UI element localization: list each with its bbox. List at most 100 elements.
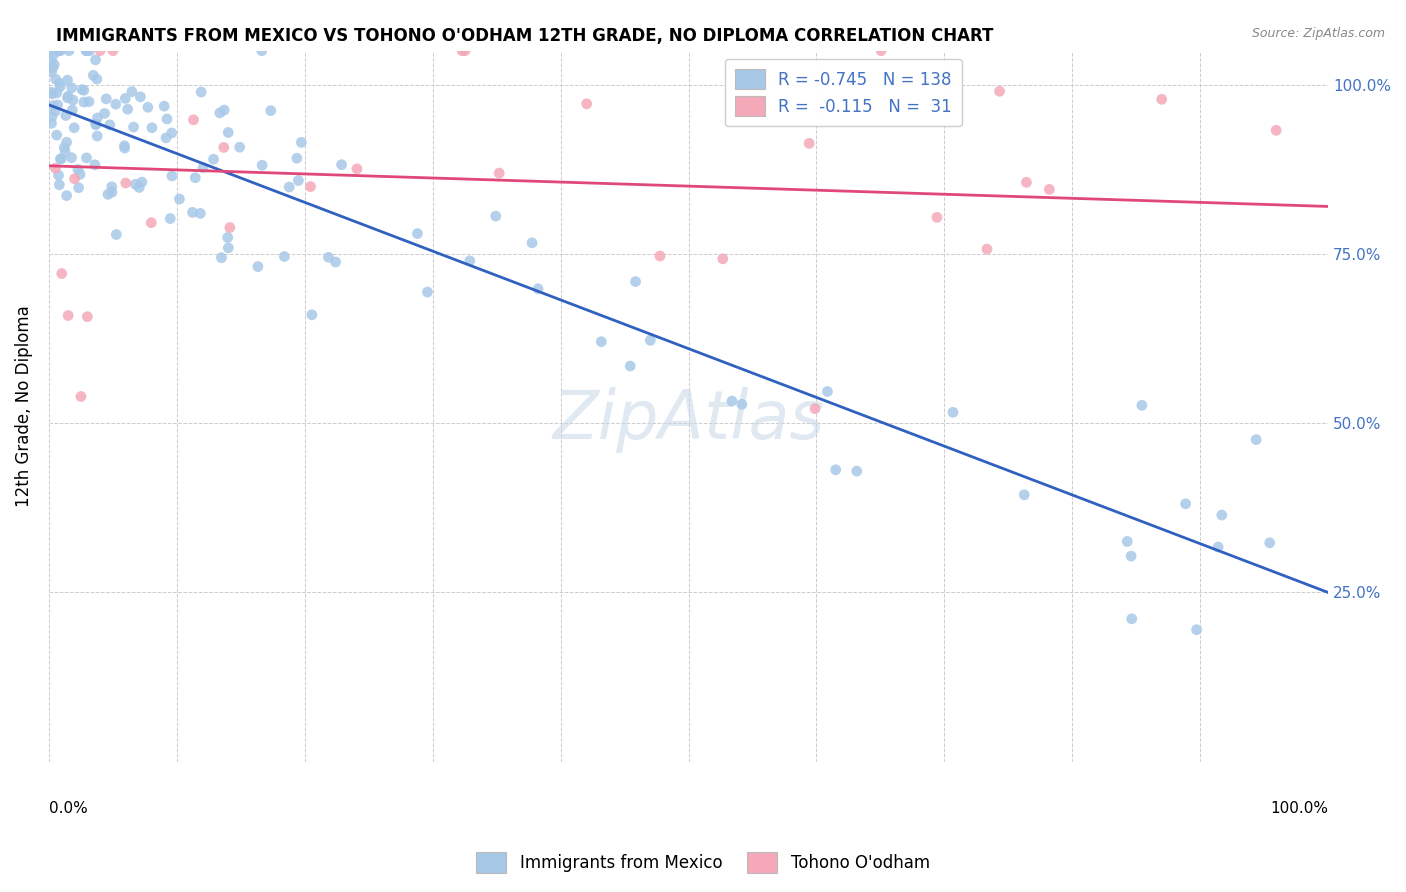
Point xyxy=(46,44,69,58)
Point xyxy=(114,141,136,155)
Point xyxy=(86,111,108,125)
Text: 100.0%: 100.0% xyxy=(1270,801,1329,816)
Point xyxy=(104,97,127,112)
Point xyxy=(82,68,104,82)
Point xyxy=(287,173,309,187)
Point xyxy=(128,180,150,194)
Point xyxy=(1206,540,1229,554)
Point xyxy=(260,103,283,118)
Point xyxy=(56,309,79,323)
Point xyxy=(45,72,67,87)
Point xyxy=(60,103,83,117)
Point xyxy=(124,178,146,192)
Point xyxy=(67,180,90,194)
Point xyxy=(1119,549,1142,563)
Point xyxy=(114,138,136,153)
Point xyxy=(62,93,84,107)
Point xyxy=(70,82,93,96)
Point xyxy=(41,85,63,99)
Point xyxy=(49,44,72,58)
Point xyxy=(101,185,124,199)
Point xyxy=(76,151,98,165)
Point xyxy=(41,65,63,79)
Point xyxy=(73,83,96,97)
Point xyxy=(624,275,647,289)
Point xyxy=(136,100,159,114)
Point xyxy=(458,253,481,268)
Point xyxy=(51,152,73,166)
Point xyxy=(69,167,91,181)
Point xyxy=(285,151,308,165)
Point xyxy=(141,216,163,230)
Point xyxy=(44,57,66,71)
Point xyxy=(48,44,70,58)
Point xyxy=(870,44,893,58)
Point xyxy=(84,118,107,132)
Point xyxy=(1038,182,1060,196)
Point xyxy=(976,242,998,256)
Point xyxy=(114,91,136,105)
Point xyxy=(141,120,163,135)
Point xyxy=(45,128,67,142)
Legend: R = -0.745   N = 138, R =  -0.115   N =  31: R = -0.745 N = 138, R = -0.115 N = 31 xyxy=(724,59,962,127)
Point xyxy=(845,464,868,478)
Point xyxy=(721,394,744,409)
Point xyxy=(648,249,671,263)
Point xyxy=(527,282,550,296)
Text: IMMIGRANTS FROM MEXICO VS TOHONO O'ODHAM 12TH GRADE, NO DIPLOMA CORRELATION CHAR: IMMIGRANTS FROM MEXICO VS TOHONO O'ODHAM… xyxy=(56,27,994,45)
Point xyxy=(73,95,96,109)
Y-axis label: 12th Grade, No Diploma: 12th Grade, No Diploma xyxy=(15,305,32,508)
Point xyxy=(55,108,77,122)
Point xyxy=(325,255,347,269)
Point xyxy=(273,250,295,264)
Point xyxy=(318,250,340,264)
Point xyxy=(190,85,212,99)
Legend: Immigrants from Mexico, Tohono O'odham: Immigrants from Mexico, Tohono O'odham xyxy=(470,846,936,880)
Point xyxy=(60,151,83,165)
Text: 0.0%: 0.0% xyxy=(49,801,87,816)
Point xyxy=(45,86,67,100)
Point xyxy=(217,241,239,255)
Text: Source: ZipAtlas.com: Source: ZipAtlas.com xyxy=(1251,27,1385,40)
Point xyxy=(278,180,301,194)
Point xyxy=(731,397,754,411)
Point xyxy=(84,117,107,131)
Point xyxy=(212,140,235,154)
Point xyxy=(42,61,65,75)
Point xyxy=(55,135,77,149)
Point xyxy=(114,176,136,190)
Point xyxy=(212,103,235,117)
Point xyxy=(117,102,139,116)
Point xyxy=(799,136,821,151)
Point xyxy=(246,260,269,274)
Point xyxy=(48,178,70,192)
Point xyxy=(129,90,152,104)
Point xyxy=(228,140,250,154)
Point xyxy=(988,84,1011,98)
Point xyxy=(575,96,598,111)
Point xyxy=(100,179,122,194)
Point xyxy=(804,401,827,416)
Point xyxy=(46,98,69,112)
Point xyxy=(122,120,145,134)
Point xyxy=(301,308,323,322)
Point xyxy=(346,161,368,176)
Point xyxy=(1015,175,1038,189)
Point xyxy=(217,125,239,139)
Point xyxy=(48,76,70,90)
Point xyxy=(49,79,72,94)
Point xyxy=(156,112,179,126)
Point xyxy=(89,44,111,58)
Point xyxy=(98,118,121,132)
Point xyxy=(1130,398,1153,412)
Point xyxy=(66,162,89,177)
Point xyxy=(51,267,73,281)
Point xyxy=(86,129,108,144)
Point xyxy=(218,220,240,235)
Point xyxy=(70,390,93,404)
Point xyxy=(406,227,429,241)
Point xyxy=(41,44,63,58)
Point xyxy=(454,44,477,58)
Point xyxy=(181,205,204,219)
Point xyxy=(131,175,153,189)
